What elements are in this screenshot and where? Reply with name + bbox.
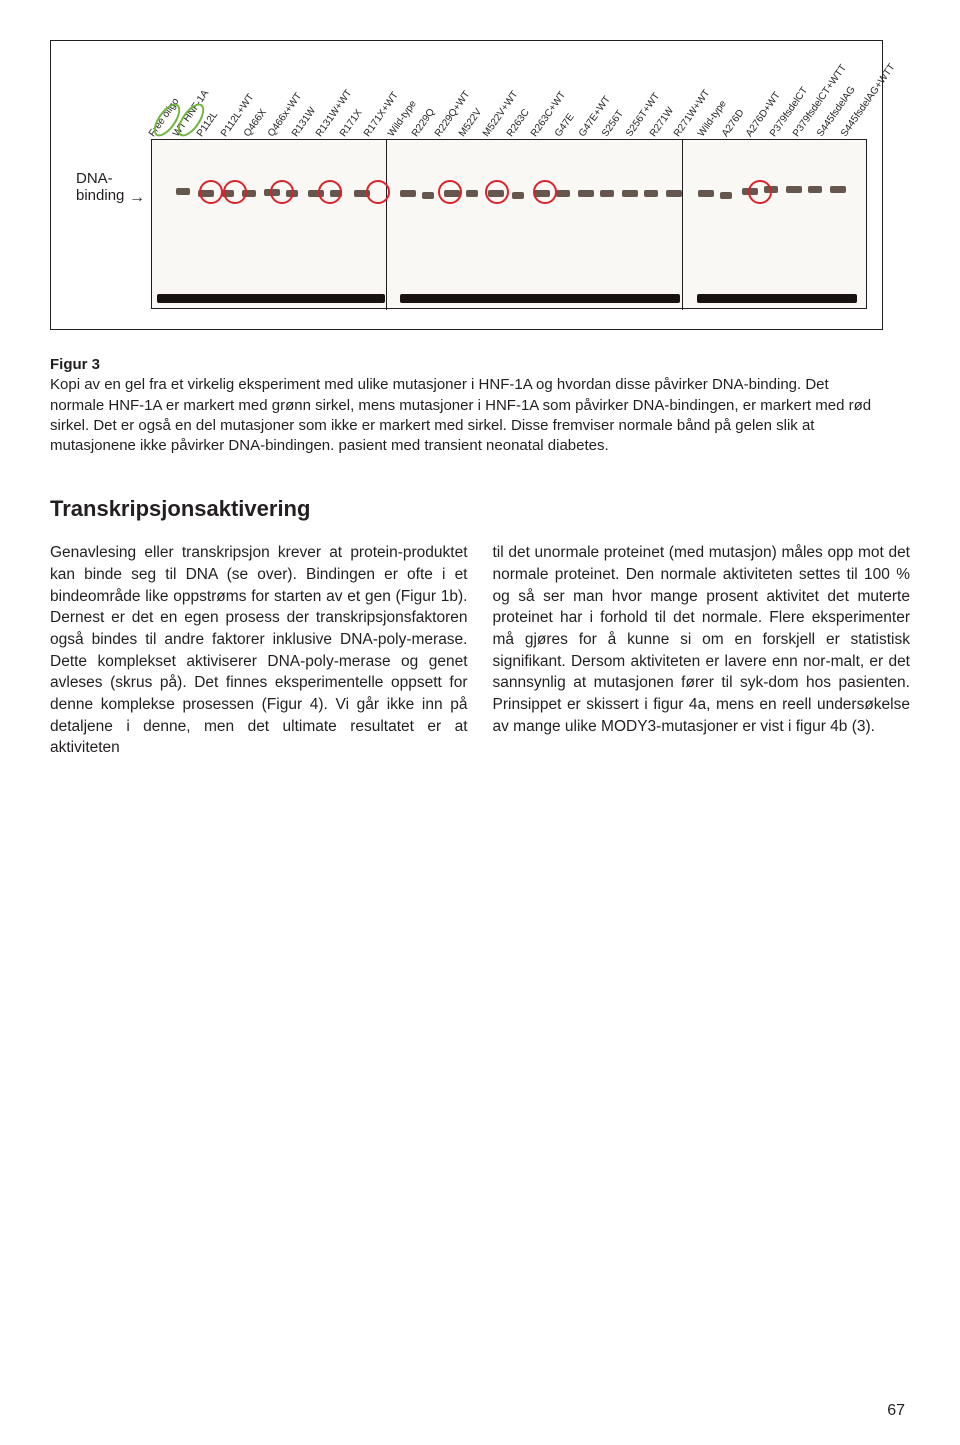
lane-label: G47E	[553, 112, 577, 139]
arrow-icon: →	[129, 189, 145, 207]
gel-band	[422, 192, 434, 199]
red-circle-marker	[270, 180, 294, 204]
section-heading: Transkripsjonsaktivering	[50, 496, 910, 522]
red-circle-marker	[366, 180, 390, 204]
gel-band	[600, 190, 614, 197]
gel-divider	[386, 140, 387, 310]
gel-image	[151, 139, 867, 309]
red-circle-marker	[533, 180, 557, 204]
gel-band	[622, 190, 638, 197]
red-circle-marker	[748, 180, 772, 204]
lane-labels-container: Free oligoWT HNF-1AP112LP112L+WTQ466XQ46…	[151, 49, 872, 139]
gel-band	[666, 190, 682, 197]
gel-band	[698, 190, 714, 197]
lane-label: R171X	[338, 108, 365, 139]
body-col-2: til det unormale proteinet (med mutasjon…	[493, 542, 911, 759]
gel-bottom-band	[157, 294, 385, 303]
red-circle-marker	[223, 180, 247, 204]
gel-band	[400, 190, 416, 197]
gel-band	[644, 190, 658, 197]
red-circle-marker	[485, 180, 509, 204]
gel-bottom-band	[697, 294, 857, 303]
red-circle-marker	[318, 180, 342, 204]
lane-label: A276D	[720, 108, 747, 139]
gel-bottom-band	[400, 294, 680, 303]
figure-3-container: Free oligoWT HNF-1AP112LP112L+WTQ466XQ46…	[50, 40, 883, 330]
gel-band	[176, 188, 190, 195]
figure-caption: Figur 3 Kopi av en gel fra et virkelig e…	[50, 355, 883, 456]
gel-divider	[682, 140, 683, 310]
caption-title: Figur 3	[50, 356, 100, 373]
body-columns: Genavlesing eller transkripsjon krever a…	[50, 542, 910, 759]
gel-band	[512, 192, 524, 199]
dna-binding-label: DNA-binding	[76, 171, 124, 204]
gel-band	[808, 186, 822, 193]
red-circle-marker	[199, 180, 223, 204]
lane-label: M522V	[457, 107, 484, 139]
body-col-1: Genavlesing eller transkripsjon krever a…	[50, 542, 468, 759]
red-circle-marker	[438, 180, 462, 204]
lane-label: S256T	[600, 109, 626, 139]
gel-band	[578, 190, 594, 197]
gel-band	[830, 186, 846, 193]
gel-band	[466, 190, 478, 197]
page-number: 67	[887, 1402, 905, 1420]
gel-band	[556, 190, 570, 197]
gel-band	[786, 186, 802, 193]
caption-text: Kopi av en gel fra et virkelig eksperime…	[50, 376, 871, 454]
gel-band	[720, 192, 732, 199]
lane-label: R263C	[505, 107, 532, 139]
